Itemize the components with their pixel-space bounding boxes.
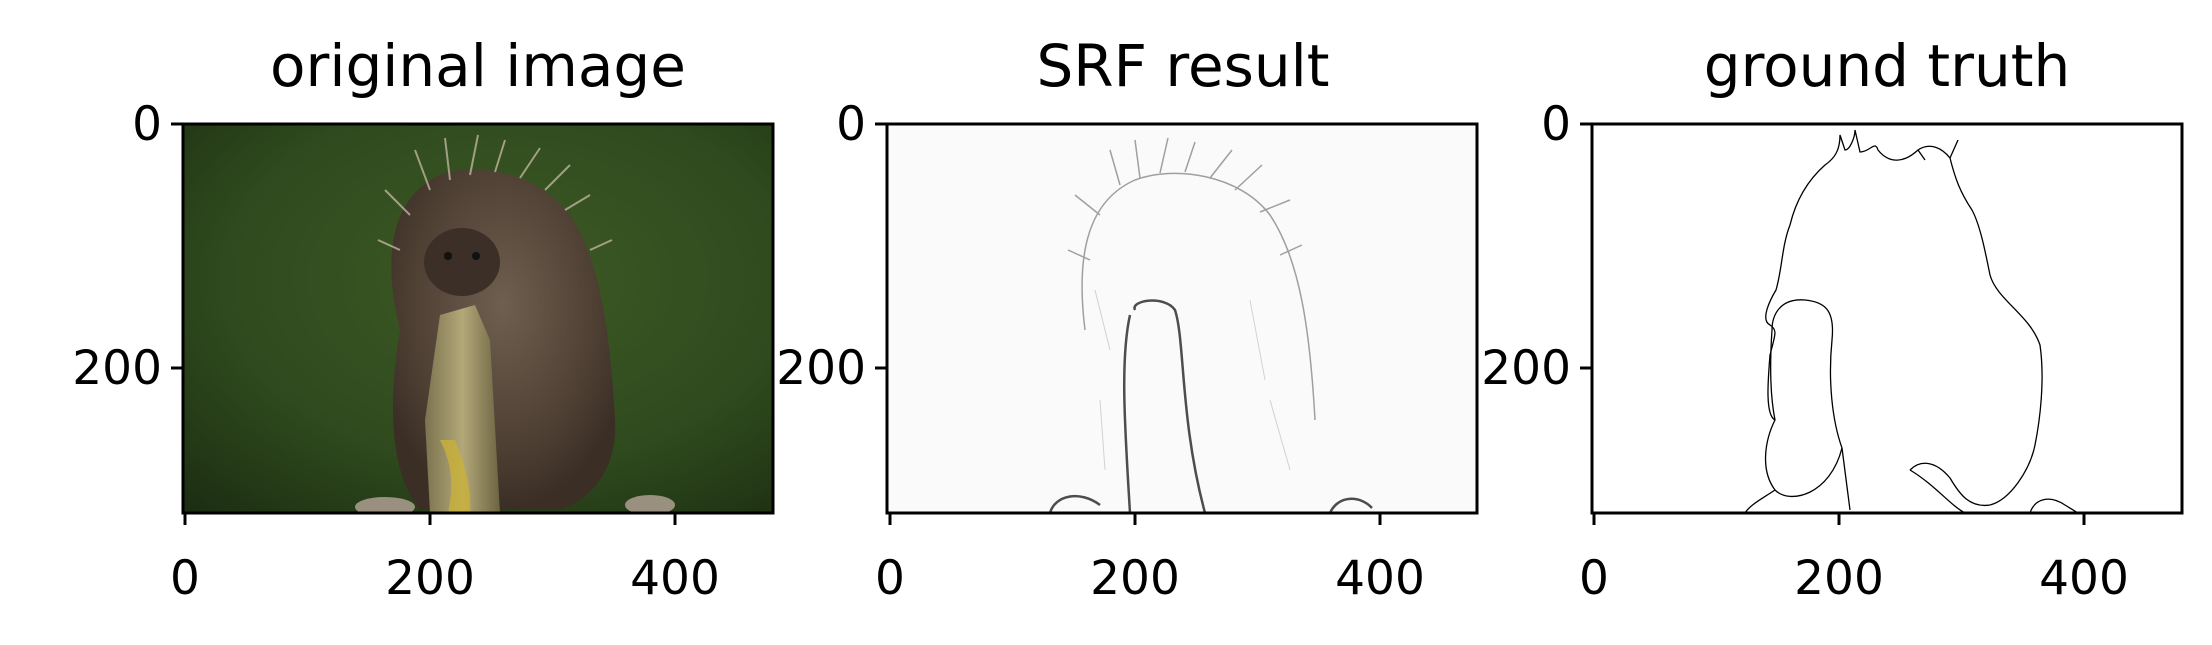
panel-ground-truth: ground truth 0 200 0 200 400 [1481, 32, 2184, 606]
y-tick-label: 0 [132, 97, 162, 152]
panel-srf: SRF result 0 200 [776, 32, 1479, 606]
panel-title: SRF result [1036, 32, 1329, 100]
x-tick-label: 0 [875, 551, 905, 606]
x-tick-label: 400 [2039, 551, 2129, 606]
x-tick-label: 400 [1335, 551, 1425, 606]
edge-map-srf [887, 124, 1477, 513]
axes-frame [181, 122, 775, 515]
x-tick-label: 200 [1090, 551, 1180, 606]
x-tick-label: 0 [1579, 551, 1609, 606]
x-axis [183, 513, 677, 525]
panel-title: original image [270, 32, 686, 100]
axes-frame [1590, 122, 2184, 515]
y-tick-label: 200 [776, 341, 866, 396]
y-axis [875, 122, 887, 370]
x-tick-label: 200 [1794, 551, 1884, 606]
y-tick-label: 200 [1481, 341, 1571, 396]
x-tick-label: 0 [170, 551, 200, 606]
axes-frame [885, 122, 1479, 515]
y-tick-label: 0 [836, 97, 866, 152]
y-tick-label: 0 [1541, 97, 1571, 152]
edge-map-ground-truth [1592, 124, 2182, 513]
x-axis [888, 513, 1382, 525]
photo-porcupine [183, 124, 773, 513]
y-axis [171, 122, 183, 370]
x-tick-label: 200 [385, 551, 475, 606]
y-tick-label: 200 [72, 341, 162, 396]
x-axis [1592, 513, 2086, 525]
x-tick-label: 400 [630, 551, 720, 606]
panel-title: ground truth [1704, 32, 2071, 100]
panel-original: original image [72, 32, 775, 606]
y-axis [1580, 122, 1592, 370]
